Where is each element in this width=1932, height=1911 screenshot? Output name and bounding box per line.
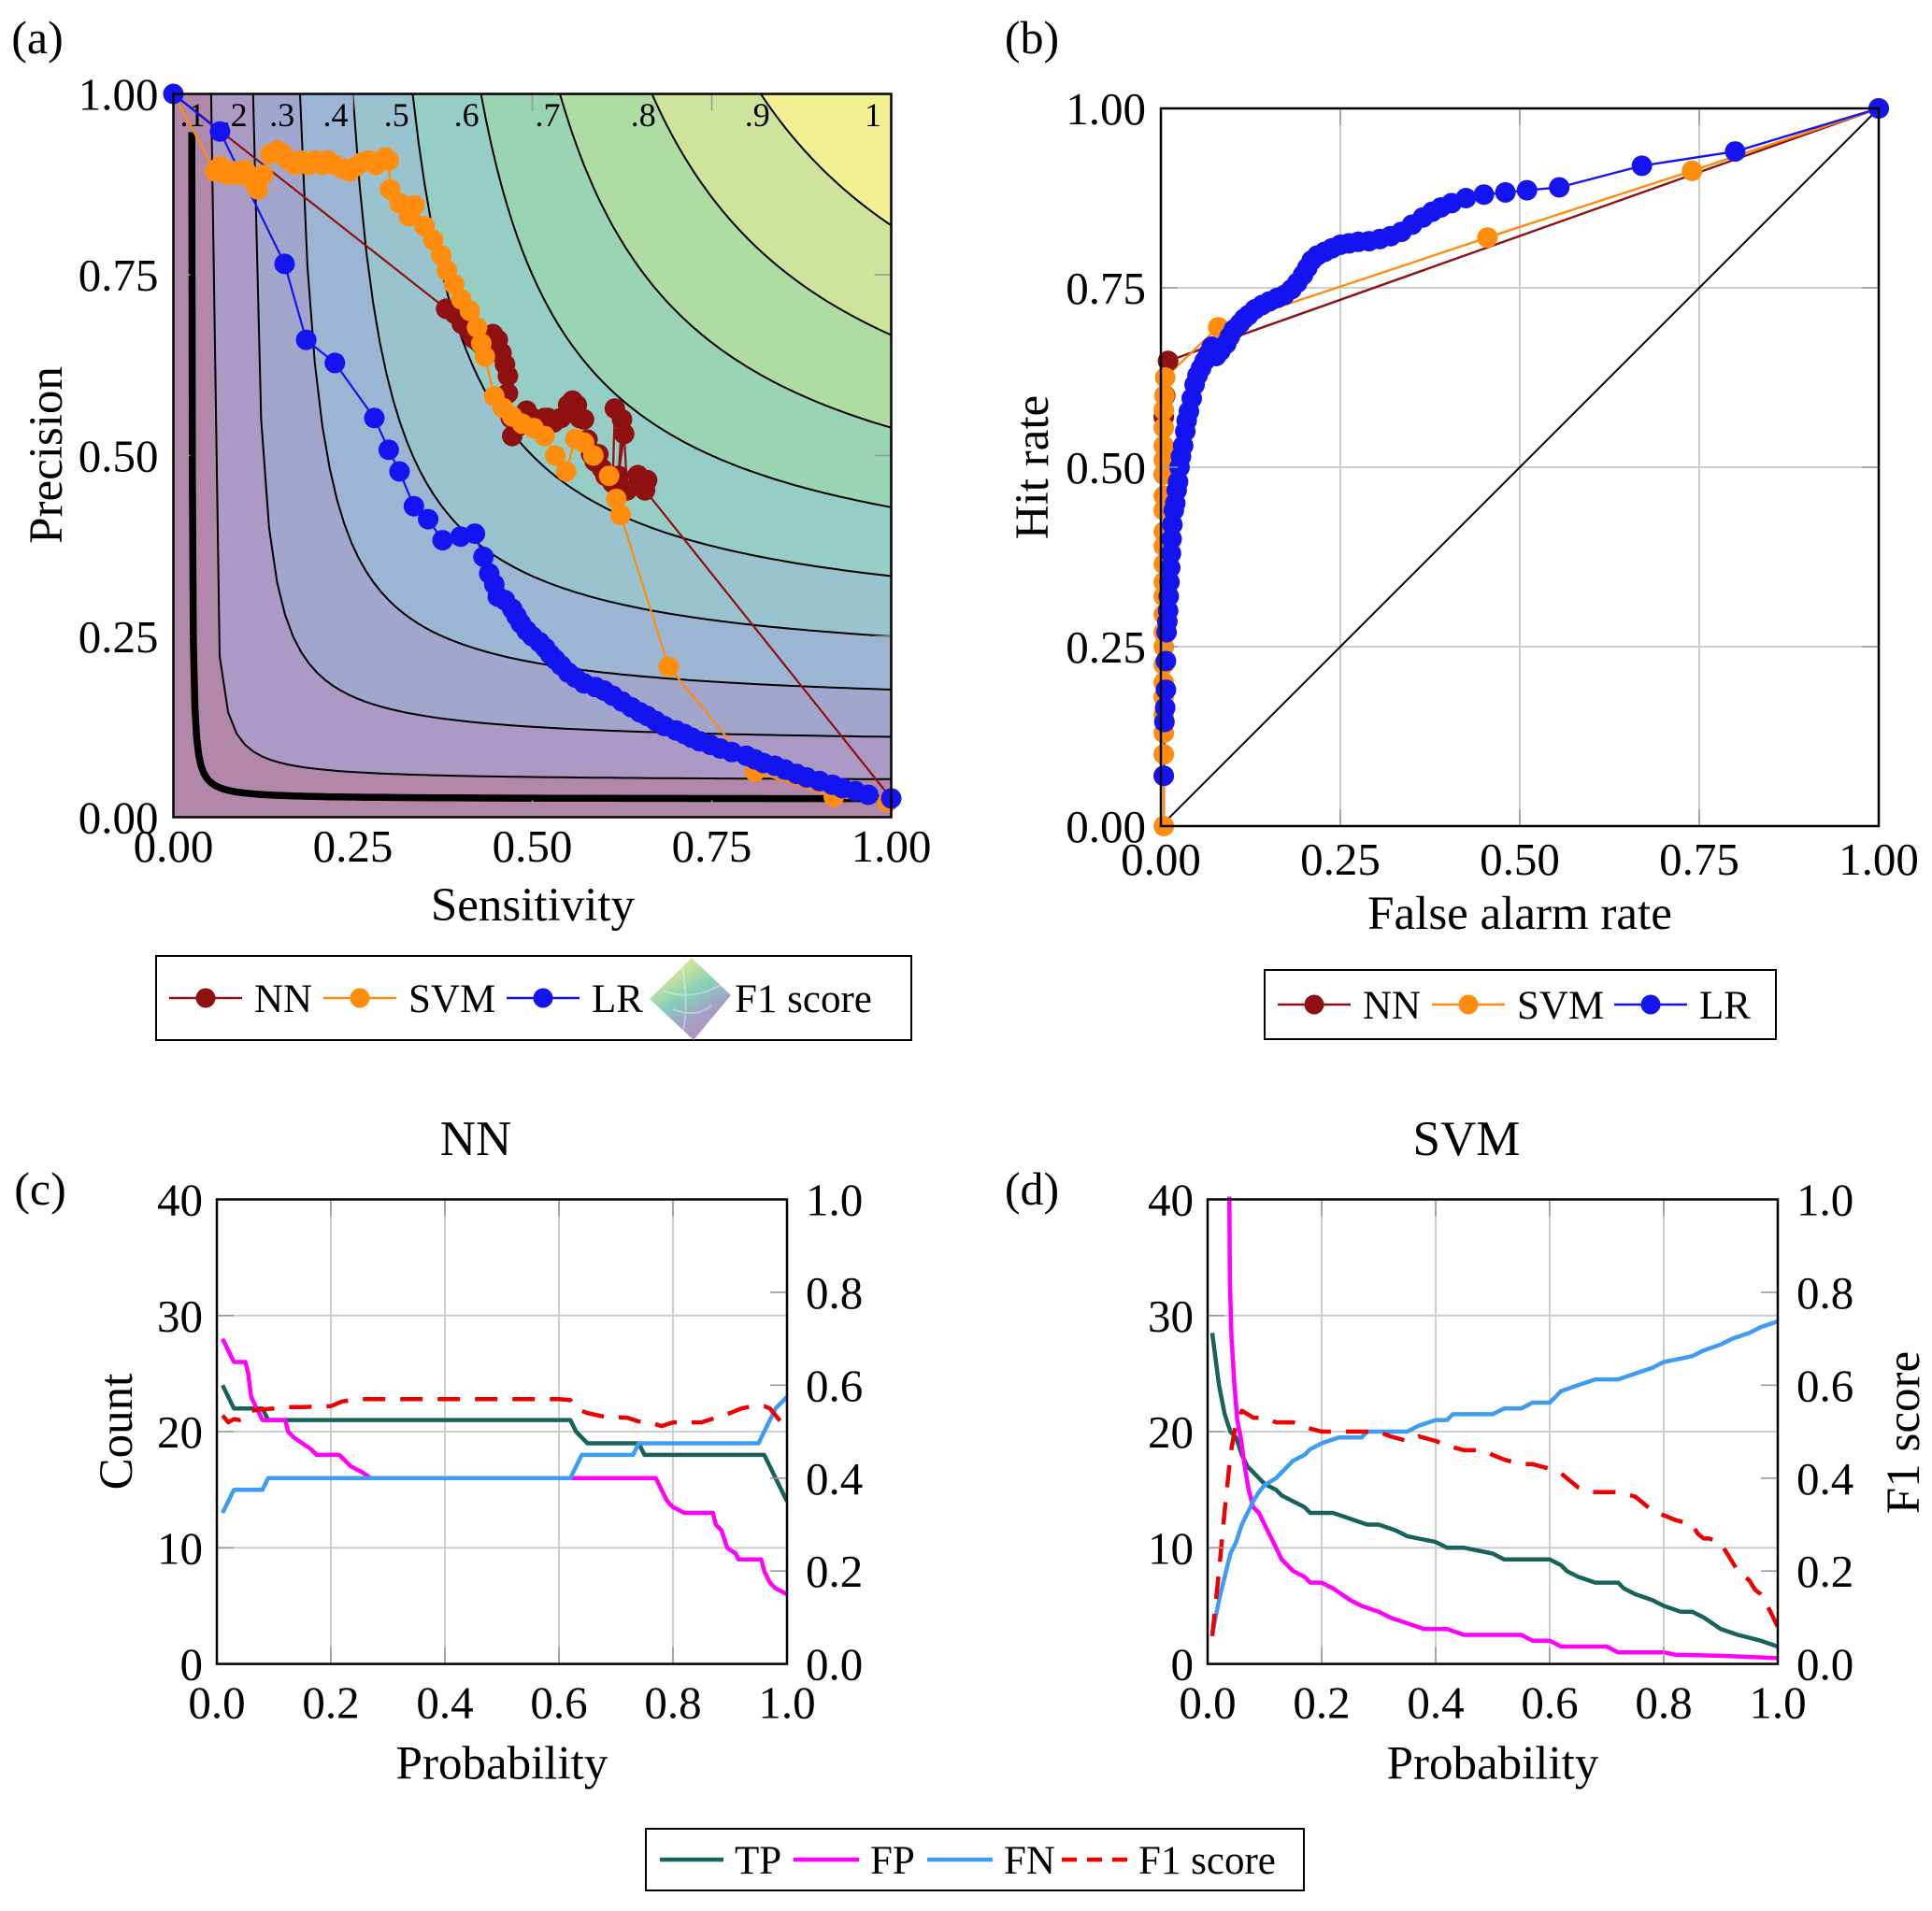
svg-text:F1 score: F1 score: [735, 977, 872, 1021]
svg-text:Count: Count: [91, 1374, 143, 1490]
svg-text:0.75: 0.75: [1066, 263, 1146, 314]
svg-text:.9: .9: [745, 96, 770, 134]
svg-text:1.00: 1.00: [79, 69, 159, 121]
svg-text:0.6: 0.6: [1521, 1677, 1578, 1729]
svg-text:0.0: 0.0: [1179, 1677, 1236, 1729]
svg-text:0.8: 0.8: [1796, 1267, 1853, 1319]
svg-text:NN: NN: [254, 977, 312, 1021]
svg-text:0.0: 0.0: [806, 1639, 863, 1690]
svg-text:1: 1: [865, 96, 881, 134]
svg-text:.3: .3: [269, 96, 294, 134]
svg-text:10: 10: [157, 1522, 203, 1574]
svg-text:LR: LR: [592, 977, 643, 1021]
svg-text:1.00: 1.00: [1066, 83, 1146, 135]
svg-text:.7: .7: [536, 96, 561, 134]
svg-text:FP: FP: [870, 1839, 915, 1883]
svg-text:0.25: 0.25: [313, 820, 394, 872]
svg-text:0.4: 0.4: [1407, 1677, 1464, 1729]
svg-text:SVM: SVM: [1517, 984, 1604, 1028]
svg-text:1.0: 1.0: [806, 1175, 863, 1226]
svg-text:(d): (d): [1005, 1162, 1059, 1215]
svg-text:0.50: 0.50: [1480, 834, 1560, 885]
svg-text:SVM: SVM: [408, 977, 495, 1021]
svg-text:0.4: 0.4: [416, 1677, 473, 1729]
svg-text:0.6: 0.6: [806, 1360, 863, 1411]
svg-text:30: 30: [157, 1291, 203, 1342]
svg-text:0.4: 0.4: [1796, 1453, 1853, 1505]
svg-text:F1 score: F1 score: [1878, 1351, 1930, 1514]
svg-text:1.00: 1.00: [1839, 834, 1919, 885]
svg-text:0.2: 0.2: [1796, 1546, 1853, 1597]
svg-text:0.6: 0.6: [1796, 1360, 1853, 1411]
svg-text:NN: NN: [1363, 984, 1421, 1028]
svg-text:0.00: 0.00: [134, 820, 214, 872]
svg-text:0.75: 0.75: [1659, 834, 1739, 885]
svg-text:20: 20: [1148, 1406, 1194, 1458]
svg-text:10: 10: [1148, 1522, 1194, 1574]
svg-text:1.0: 1.0: [758, 1677, 815, 1729]
svg-text:Probability: Probability: [1387, 1738, 1599, 1790]
svg-text:(c): (c): [14, 1162, 66, 1215]
svg-text:Precision: Precision: [21, 366, 73, 544]
svg-text:0.2: 0.2: [806, 1546, 863, 1597]
svg-text:0: 0: [1171, 1639, 1195, 1690]
svg-text:0.2: 0.2: [302, 1677, 359, 1729]
svg-text:40: 40: [1148, 1175, 1194, 1226]
svg-text:0.25: 0.25: [1300, 834, 1381, 885]
svg-text:0.50: 0.50: [1066, 442, 1146, 493]
svg-text:0.25: 0.25: [1066, 621, 1146, 673]
svg-text:0.8: 0.8: [806, 1267, 863, 1319]
svg-text:0.00: 0.00: [1066, 801, 1146, 852]
svg-text:20: 20: [157, 1406, 203, 1458]
svg-text:0.8: 0.8: [644, 1677, 701, 1729]
svg-text:0: 0: [180, 1639, 204, 1690]
svg-text:0.0: 0.0: [1796, 1639, 1853, 1690]
svg-text:0.50: 0.50: [79, 431, 159, 482]
svg-text:0.00: 0.00: [79, 792, 159, 844]
svg-text:1.0: 1.0: [1749, 1677, 1806, 1729]
svg-text:.4: .4: [323, 96, 349, 134]
svg-text:Hit rate: Hit rate: [1007, 395, 1059, 539]
svg-text:0.8: 0.8: [1635, 1677, 1692, 1729]
svg-text:Probability: Probability: [396, 1738, 608, 1790]
svg-text:.8: .8: [631, 96, 656, 134]
svg-text:(a): (a): [11, 11, 64, 64]
svg-text:30: 30: [1148, 1291, 1194, 1342]
svg-text:0.50: 0.50: [493, 820, 573, 872]
svg-text:0.4: 0.4: [806, 1453, 863, 1505]
svg-text:0.2: 0.2: [1293, 1677, 1350, 1729]
svg-text:False alarm rate: False alarm rate: [1367, 888, 1672, 940]
svg-text:SVM: SVM: [1413, 1112, 1521, 1166]
svg-text:0.25: 0.25: [79, 611, 159, 663]
svg-text:0.75: 0.75: [79, 250, 159, 301]
svg-text:.5: .5: [384, 96, 409, 134]
svg-text:Sensitivity: Sensitivity: [431, 879, 636, 932]
svg-text:F1 score: F1 score: [1138, 1839, 1276, 1883]
svg-text:0.00: 0.00: [1121, 834, 1201, 885]
svg-text:NN: NN: [440, 1112, 512, 1166]
svg-text:LR: LR: [1699, 984, 1751, 1028]
svg-text:1.0: 1.0: [1796, 1175, 1853, 1226]
svg-text:0.0: 0.0: [188, 1677, 245, 1729]
svg-text:TP: TP: [735, 1839, 781, 1883]
svg-text:0.6: 0.6: [530, 1677, 587, 1729]
svg-text:40: 40: [157, 1175, 203, 1226]
svg-text:1.00: 1.00: [852, 820, 932, 872]
svg-text:.6: .6: [454, 96, 479, 134]
svg-text:0.75: 0.75: [672, 820, 752, 872]
svg-text:(b): (b): [1005, 11, 1059, 64]
svg-text:FN: FN: [1004, 1839, 1055, 1883]
